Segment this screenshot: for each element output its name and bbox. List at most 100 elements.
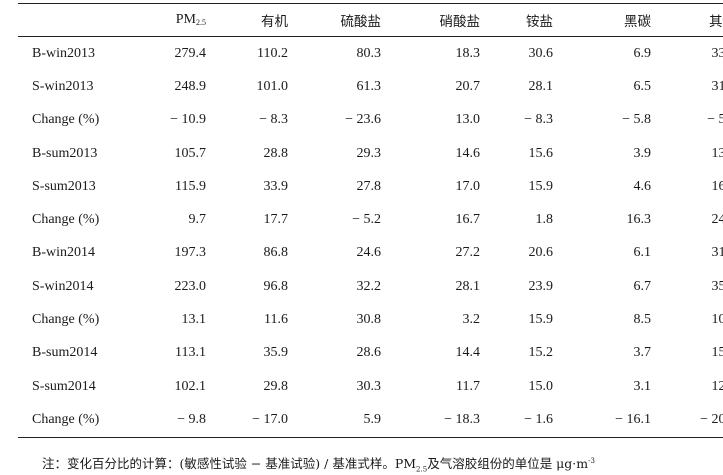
header-black-carbon: 黑碳	[624, 14, 651, 30]
table-cell: 30.3	[356, 378, 382, 394]
table-cell: 29.8	[263, 378, 289, 394]
header-nitrate: 硝酸盐	[439, 14, 481, 30]
table-cell: 10.8	[711, 312, 723, 328]
table-cell: 30.8	[356, 312, 382, 328]
table-cell: 11.6	[264, 312, 288, 328]
table-cell: 23.9	[528, 278, 554, 294]
table-cell: 27.2	[455, 245, 481, 261]
data-table-container: PM2.5 有机 硫酸盐 硝酸盐 铵盐 黑碳 其他 B-win2013 279.4…	[18, 3, 723, 438]
aerosol-composition-table: PM2.5 有机 硫酸盐 硝酸盐 铵盐 黑碳 其他 B-win2013 279.4…	[18, 3, 723, 438]
footnote-unit-sup: -3	[588, 456, 595, 465]
table-cell: 1.8	[535, 212, 554, 228]
table-cell: 16.8	[711, 178, 723, 194]
header-other: 其他	[709, 14, 723, 30]
table-cell: 24.6	[356, 245, 382, 261]
table-cell: 29.3	[356, 145, 382, 161]
table-cell: 8.5	[633, 312, 652, 328]
table-cell: 248.9	[174, 78, 207, 94]
table-cell: 3.9	[633, 145, 652, 161]
table-cell: 279.4	[174, 45, 207, 61]
footnote-text: 注：变化百分比的计算：(敏感性试验 − 基准试验) / 基准式样。PM	[42, 456, 417, 471]
table-cell: 102.1	[174, 378, 207, 394]
table-cell: 35.4	[711, 278, 723, 294]
table-cell: − 8.3	[259, 112, 288, 128]
table-cell: 13.1	[181, 312, 207, 328]
table-cell: − 18.3	[444, 411, 480, 427]
table-cell: 80.3	[356, 45, 382, 61]
table-row: S-sum2013 115.9 33.9 27.8 17.0 15.9 4.6 16.8	[18, 170, 723, 203]
table-cell: 5.9	[363, 411, 382, 427]
table-footnote: 注：变化百分比的计算：(敏感性试验 − 基准试验) / 基准式样。PM2.5及气…	[42, 453, 595, 474]
row-label: B-win2013	[32, 45, 95, 61]
table-cell: − 10.9	[170, 112, 206, 128]
table-cell: 14.6	[455, 145, 481, 161]
row-label: B-win2014	[32, 245, 95, 261]
table-body: B-win2013 279.4 110.2 80.3 18.3 30.6 6.9 33.2 S-…	[18, 37, 723, 438]
footnote-unit-text: 及气溶胶组份的单位是 μg·m	[427, 456, 589, 471]
table-cell: 13.0	[455, 112, 481, 128]
table-cell: 101.0	[256, 78, 289, 94]
table-cell: 15.2	[528, 345, 554, 361]
table-cell: 31.9	[711, 245, 723, 261]
table-cell: 17.0	[455, 178, 481, 194]
row-label: Change (%)	[32, 212, 100, 228]
table-row: Change (%) − 10.9 − 8.3 − 23.6 13.0 − 8.3 − 5.…	[18, 104, 723, 137]
table-cell: 15.9	[528, 178, 554, 194]
row-label: S-win2013	[32, 78, 94, 94]
table-cell: 6.9	[633, 45, 652, 61]
table-cell: 223.0	[174, 278, 207, 294]
header-pm25: PM2.5	[122, 4, 206, 37]
table-cell: − 5.8	[622, 112, 651, 128]
table-cell: 20.7	[455, 78, 481, 94]
table-cell: 96.8	[263, 278, 289, 294]
table-cell: − 9.8	[177, 411, 206, 427]
table-row: S-win2013 248.9 101.0 61.3 20.7 28.1 6.5 31.4	[18, 70, 723, 103]
table-cell: 18.3	[455, 45, 481, 61]
table-cell: 6.5	[633, 78, 652, 94]
table-cell: 110.2	[257, 45, 288, 61]
table-cell: 31.4	[711, 78, 723, 94]
table-row: S-win2014 223.0 96.8 32.2 28.1 23.9 6.7 35.4	[18, 270, 723, 303]
row-label: S-sum2013	[32, 178, 96, 194]
table-cell: 27.8	[356, 178, 382, 194]
table-header-row: PM2.5 有机 硫酸盐 硝酸盐 铵盐 黑碳 其他	[18, 3, 723, 37]
table-cell: 3.2	[462, 312, 481, 328]
table-row: Change (%) 13.1 11.6 30.8 3.2 15.9 8.5 10.8	[18, 303, 723, 336]
table-cell: 4.6	[633, 178, 652, 194]
header-pm25-sub: 2.5	[196, 18, 206, 27]
table-cell: − 17.0	[252, 411, 288, 427]
table-cell: 28.8	[263, 145, 289, 161]
table-cell: 86.8	[263, 245, 289, 261]
table-cell: 15.6	[528, 145, 554, 161]
table-cell: 16.3	[626, 212, 652, 228]
table-cell: 16.7	[455, 212, 481, 228]
table-cell: 33.2	[711, 45, 723, 61]
table-cell: 61.3	[356, 78, 382, 94]
table-cell: 28.1	[528, 78, 554, 94]
header-pm25-base: PM	[175, 12, 196, 27]
table-cell: 33.9	[263, 178, 289, 194]
table-row: B-sum2014 113.1 35.9 28.6 14.4 15.2 3.7 15.4	[18, 337, 723, 370]
header-sulfate: 硫酸盐	[340, 14, 382, 30]
table-cell: 32.2	[356, 278, 382, 294]
table-cell: 11.7	[456, 378, 480, 394]
table-row: B-sum2013 105.7 28.8 29.3 14.6 15.6 3.9 13.5	[18, 137, 723, 170]
row-label: S-win2014	[32, 278, 94, 294]
table-cell: 3.1	[633, 378, 652, 394]
table-cell: 6.7	[633, 278, 652, 294]
table-row: Change (%) 9.7 17.7 − 5.2 16.7 1.8 16.3 24.6	[18, 203, 723, 236]
table-cell: 15.4	[711, 345, 723, 361]
table-cell: − 5.2	[352, 212, 381, 228]
table-row: B-win2014 197.3 86.8 24.6 27.2 20.6 6.1 31.9	[18, 237, 723, 270]
header-organic: 有机	[261, 14, 288, 30]
table-cell: 35.9	[263, 345, 289, 361]
table-cell: 20.6	[528, 245, 554, 261]
table-cell: 15.9	[528, 312, 554, 328]
table-row: S-sum2014 102.1 29.8 30.3 11.7 15.0 3.1 12.2	[18, 370, 723, 403]
table-cell: 115.9	[175, 178, 206, 194]
header-blank	[18, 4, 122, 37]
table-cell: 113.1	[175, 345, 206, 361]
table-cell: 6.1	[633, 245, 652, 261]
table-cell: 15.0	[528, 378, 554, 394]
row-label: B-sum2013	[32, 145, 98, 161]
